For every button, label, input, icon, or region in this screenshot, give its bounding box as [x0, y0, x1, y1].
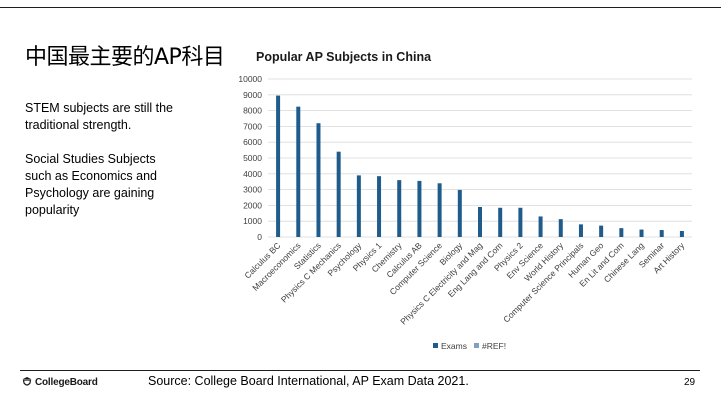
bar-physics-c-electricity-and-mag: [478, 206, 482, 237]
acorn-icon: [22, 377, 32, 386]
legend-swatch-ref: [474, 343, 479, 348]
x-axis-labels: Calculus BCMacroeconomicsStatisticsPhysi…: [242, 240, 686, 327]
bar-chemistry: [397, 180, 402, 237]
bar-calculus-bc: [276, 95, 281, 237]
bullet-stem: STEM subjects are still the traditional …: [25, 101, 173, 132]
legend-swatch-exams: [433, 343, 438, 348]
y-tick-label: 9000: [243, 90, 262, 100]
bar-en-lit-and-com: [619, 228, 624, 237]
y-tick-label: 0: [257, 232, 262, 242]
body-text: STEM subjects are still the traditional …: [25, 100, 185, 236]
y-tick-label: 2000: [243, 200, 262, 210]
legend-label-ref: #REF!: [482, 341, 506, 351]
bar-chinese-lang: [639, 229, 644, 237]
bar-chart: Popular AP Subjects in China 0 1000 2000 30…: [238, 50, 692, 351]
bar-statistics: [316, 123, 321, 237]
y-tick-label: 7000: [243, 121, 262, 131]
bar-calculus-ab: [417, 180, 422, 237]
bar-physics-2: [518, 207, 523, 237]
bar-macroeconomics: [296, 106, 301, 238]
y-tick-label: 1000: [243, 216, 262, 226]
bar-physics-c-mechanics: [336, 151, 341, 237]
bar-seminar: [659, 230, 664, 237]
y-tick-label: 5000: [243, 153, 262, 163]
bar-env-science: [538, 216, 543, 237]
y-tick-label: 8000: [243, 106, 262, 116]
collegeboard-logo: CollegeBoard: [21, 376, 98, 388]
legend: Exams #REF!: [433, 341, 506, 351]
chart-title: Popular AP Subjects in China: [256, 50, 432, 64]
slide-title: 中国最主要的AP科目: [25, 45, 225, 70]
logo-text: CollegeBoard: [35, 376, 98, 388]
bar-computer-science: [437, 183, 442, 237]
bar-human-geo: [599, 225, 604, 237]
bar-physics-1: [377, 176, 382, 237]
page-number: 29: [684, 377, 696, 388]
bottom-rule: [20, 370, 700, 371]
y-tick-label: 6000: [243, 137, 262, 147]
bar-art-history: [679, 230, 684, 237]
y-tick-label: 3000: [243, 185, 262, 195]
bar-biology: [457, 189, 462, 237]
bar-computer-science-principals: [578, 224, 583, 237]
source-citation: Source: College Board International, AP …: [148, 374, 469, 388]
y-tick-label: 10000: [238, 74, 262, 84]
bullet-social-studies: Social Studies Subjects such as Economic…: [25, 152, 158, 217]
top-rule: [0, 7, 721, 8]
bar-world-history: [558, 219, 563, 237]
bar-eng-lang-and-com: [498, 207, 503, 237]
y-tick-label: 4000: [243, 169, 262, 179]
bar-psychology: [356, 175, 361, 237]
bars: [276, 95, 684, 238]
legend-label-exams: Exams: [441, 341, 467, 351]
y-axis-ticks: 0 1000 2000 3000 4000 5000 6000 7000 8000 9000 100…: [238, 74, 262, 242]
